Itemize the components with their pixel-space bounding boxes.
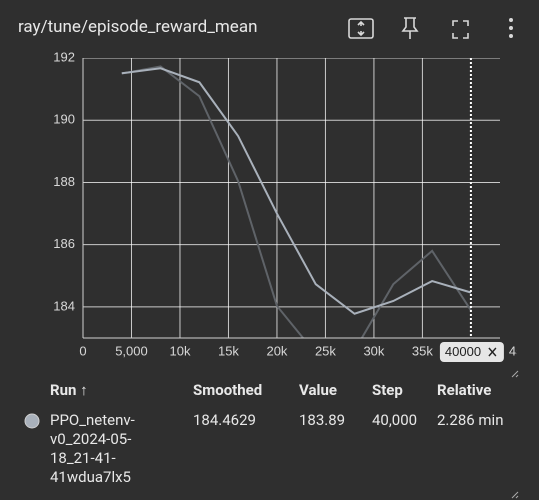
run-color bbox=[24, 413, 40, 429]
series-line bbox=[121, 65, 472, 338]
hover-close bbox=[488, 347, 497, 357]
x-tick-label: 30k bbox=[363, 343, 384, 358]
column-header[interactable]: Run ↑ bbox=[50, 381, 88, 399]
pin-button[interactable] bbox=[401, 17, 419, 39]
card-title: ray/tune/episode_reward_mean bbox=[18, 17, 258, 37]
fit-domain-button[interactable] bbox=[348, 18, 374, 39]
column-header[interactable]: Smoothed bbox=[193, 381, 263, 399]
x-tick-label: 5,000 bbox=[115, 343, 148, 358]
x-tick-label: 20k bbox=[266, 343, 287, 358]
relative-cell: 2.286 min bbox=[437, 411, 504, 429]
x-tick-label: 10k bbox=[169, 343, 190, 358]
menu-button[interactable] bbox=[509, 18, 513, 38]
y-tick-label: 188 bbox=[53, 174, 75, 189]
x-tick-label: 25k bbox=[315, 343, 336, 358]
resize-handle[interactable] bbox=[511, 370, 519, 378]
x-tick-label: 45k bbox=[509, 343, 530, 358]
x-tick-label: 15k bbox=[218, 343, 239, 358]
series-line bbox=[121, 67, 472, 315]
y-tick-label: 192 bbox=[53, 49, 75, 64]
y-tick-label: 186 bbox=[53, 236, 75, 251]
x-tick-label: 35k bbox=[412, 343, 433, 358]
fullscreen-button[interactable] bbox=[452, 20, 469, 39]
toolbar bbox=[348, 17, 513, 39]
hover-label: 40000 bbox=[445, 344, 481, 359]
resize-handle[interactable] bbox=[511, 491, 519, 499]
hover-badge bbox=[439, 342, 504, 362]
run-name: PPO_netenv-v0_2024-05-18_21-41-41wdua7lx… bbox=[50, 411, 135, 486]
y-tick-label: 190 bbox=[53, 112, 75, 127]
x-tick-label: 0 bbox=[79, 343, 86, 358]
smoothed-cell: 184.4629 bbox=[193, 411, 256, 429]
column-header[interactable]: Value bbox=[299, 381, 337, 399]
column-header[interactable]: Relative bbox=[437, 381, 492, 399]
step-cell: 40,000 bbox=[372, 411, 418, 429]
value-cell: 183.89 bbox=[299, 411, 346, 429]
y-tick-label: 184 bbox=[53, 298, 75, 313]
column-header[interactable]: Step bbox=[372, 381, 403, 399]
